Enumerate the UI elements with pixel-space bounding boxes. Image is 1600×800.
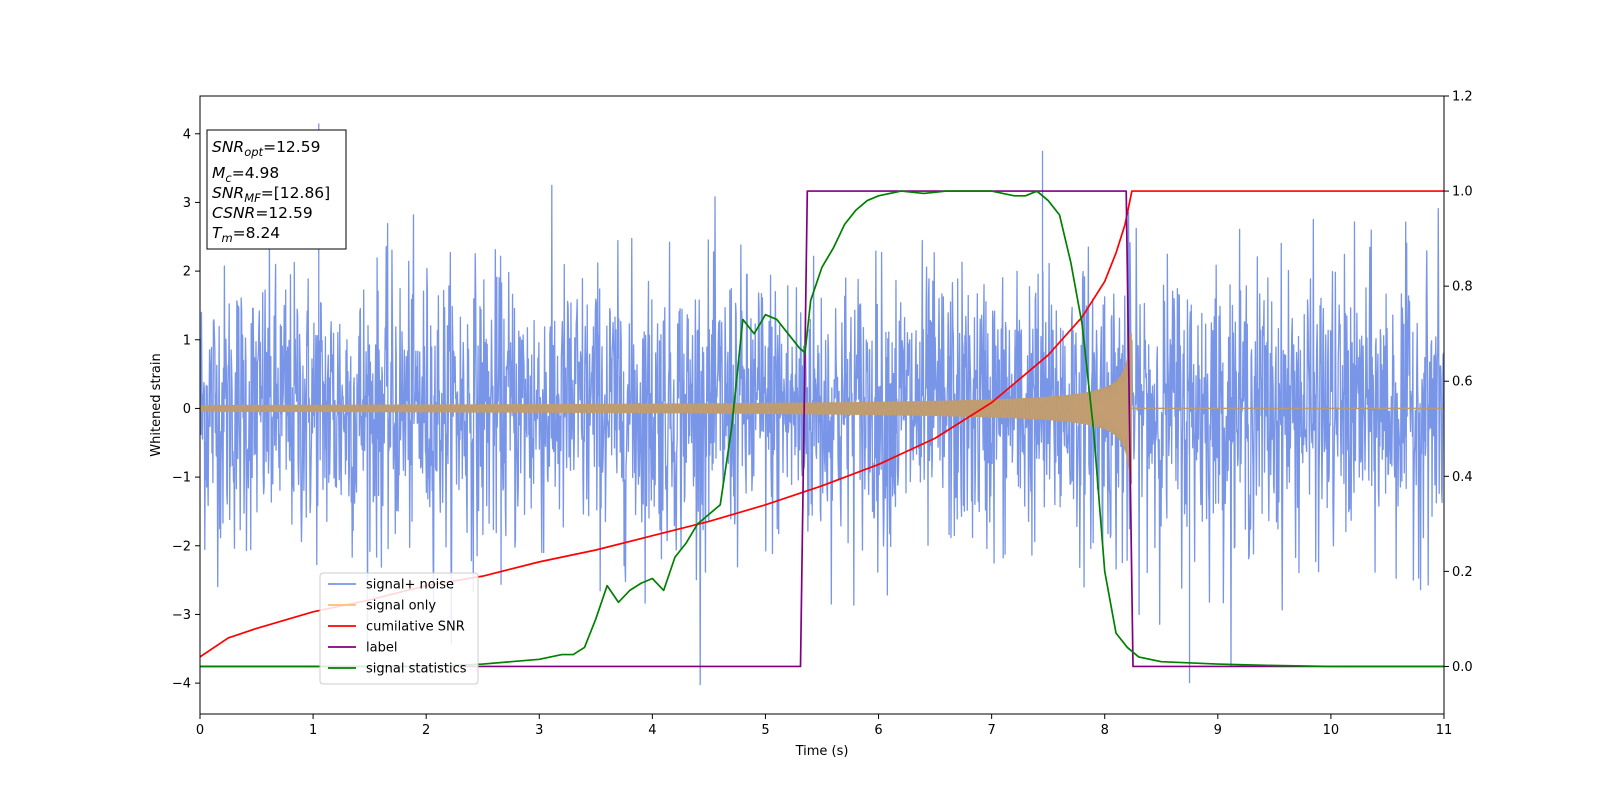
annotation-subscript: c <box>225 171 232 185</box>
axes: 0 1 2 3 4 5 6 7 8 9 10 11 −4 −3 −2 −1 0 1 2 3 4 0.0 0.2 0.4 0.6 0… <box>172 90 1473 739</box>
x-tick-label: 11 <box>1436 723 1453 738</box>
y-tick-label: 0 <box>183 402 191 417</box>
plot-area <box>200 123 1444 686</box>
annotation-line: Mc=4.98 <box>212 164 279 185</box>
y-tick-label: −4 <box>172 677 191 692</box>
y-tick-label: −2 <box>172 539 191 554</box>
y2-tick-label: 0.8 <box>1452 280 1473 295</box>
annotation-line: SNRopt=12.59 <box>212 138 320 159</box>
annotation-subscript: opt <box>244 145 263 159</box>
annotation-symbol: CSNR <box>212 204 255 222</box>
annotation-line: CSNR=12.59 <box>212 204 313 222</box>
x-tick-label: 6 <box>874 723 882 738</box>
y-tick-label: −1 <box>172 471 191 486</box>
x-tick-label: 5 <box>761 723 769 738</box>
legend-entry: label <box>366 641 397 656</box>
x-tick-label: 7 <box>987 723 995 738</box>
y-tick-label: 1 <box>183 333 191 348</box>
y-axis-label: Whitened strain <box>149 353 164 456</box>
annotation-symbol: T <box>212 224 223 242</box>
annotation-line: SNRMF=[12.86] <box>212 184 330 205</box>
annotation-symbol: SNR <box>212 138 244 156</box>
x-tick-label: 10 <box>1323 723 1340 738</box>
annotation-value: =4.98 <box>232 164 280 182</box>
series-signal-only-wave <box>200 337 1133 484</box>
legend-entry: cumilative SNR <box>366 620 465 635</box>
x-tick-label: 1 <box>309 723 317 738</box>
y2-tick-label: 1.0 <box>1452 185 1473 200</box>
series-signal-statistics <box>200 190 1444 668</box>
annotation-value: =8.24 <box>233 224 281 242</box>
legend-frame <box>319 572 479 685</box>
x-tick-label: 8 <box>1101 723 1109 738</box>
annotation-subscript: MF <box>244 191 261 205</box>
annotation-value: =[12.86] <box>261 184 330 202</box>
legend-entry: signal statistics <box>366 662 467 677</box>
annotation-line: Tm=8.24 <box>212 224 280 245</box>
axes-frame <box>199 95 1445 715</box>
legend-entry: signal only <box>366 599 436 614</box>
annotation-symbol: M <box>212 164 225 182</box>
y-tick-label: −3 <box>172 608 191 623</box>
annotation-subscript: m <box>221 231 232 245</box>
annotation-frame <box>206 129 347 250</box>
y2-tick-label: 0.2 <box>1452 565 1473 580</box>
series-signal-only <box>200 332 1132 484</box>
x-tick-label: 2 <box>422 723 430 738</box>
annotation-box: SNRopt=12.59Mc=4.98SNRMF=[12.86]CSNR=12.… <box>206 129 347 250</box>
y2-tick-label: 0.6 <box>1452 375 1473 390</box>
x-tick-label: 0 <box>196 723 204 738</box>
x-tick-label: 4 <box>648 723 656 738</box>
y-tick-label: 2 <box>183 265 191 280</box>
x-tick-label: 9 <box>1214 723 1222 738</box>
y2-tick-label: 0.4 <box>1452 470 1473 485</box>
legend: signal+ noise signal only cumilative SNR la… <box>319 572 479 685</box>
y-tick-label: 4 <box>183 127 191 142</box>
series-signal-plus-noise <box>200 123 1444 686</box>
y2-tick-label: 0.0 <box>1452 660 1473 675</box>
x-tick-label: 3 <box>535 723 543 738</box>
y2-tick-label: 1.2 <box>1452 90 1473 105</box>
legend-entry: signal+ noise <box>366 578 454 593</box>
y-tick-label: 3 <box>183 196 191 211</box>
annotation-symbol: SNR <box>212 184 244 202</box>
x-axis-label: Time (s) <box>795 744 849 759</box>
annotation-value: =12.59 <box>263 138 320 156</box>
annotation-value: =12.59 <box>255 204 312 222</box>
